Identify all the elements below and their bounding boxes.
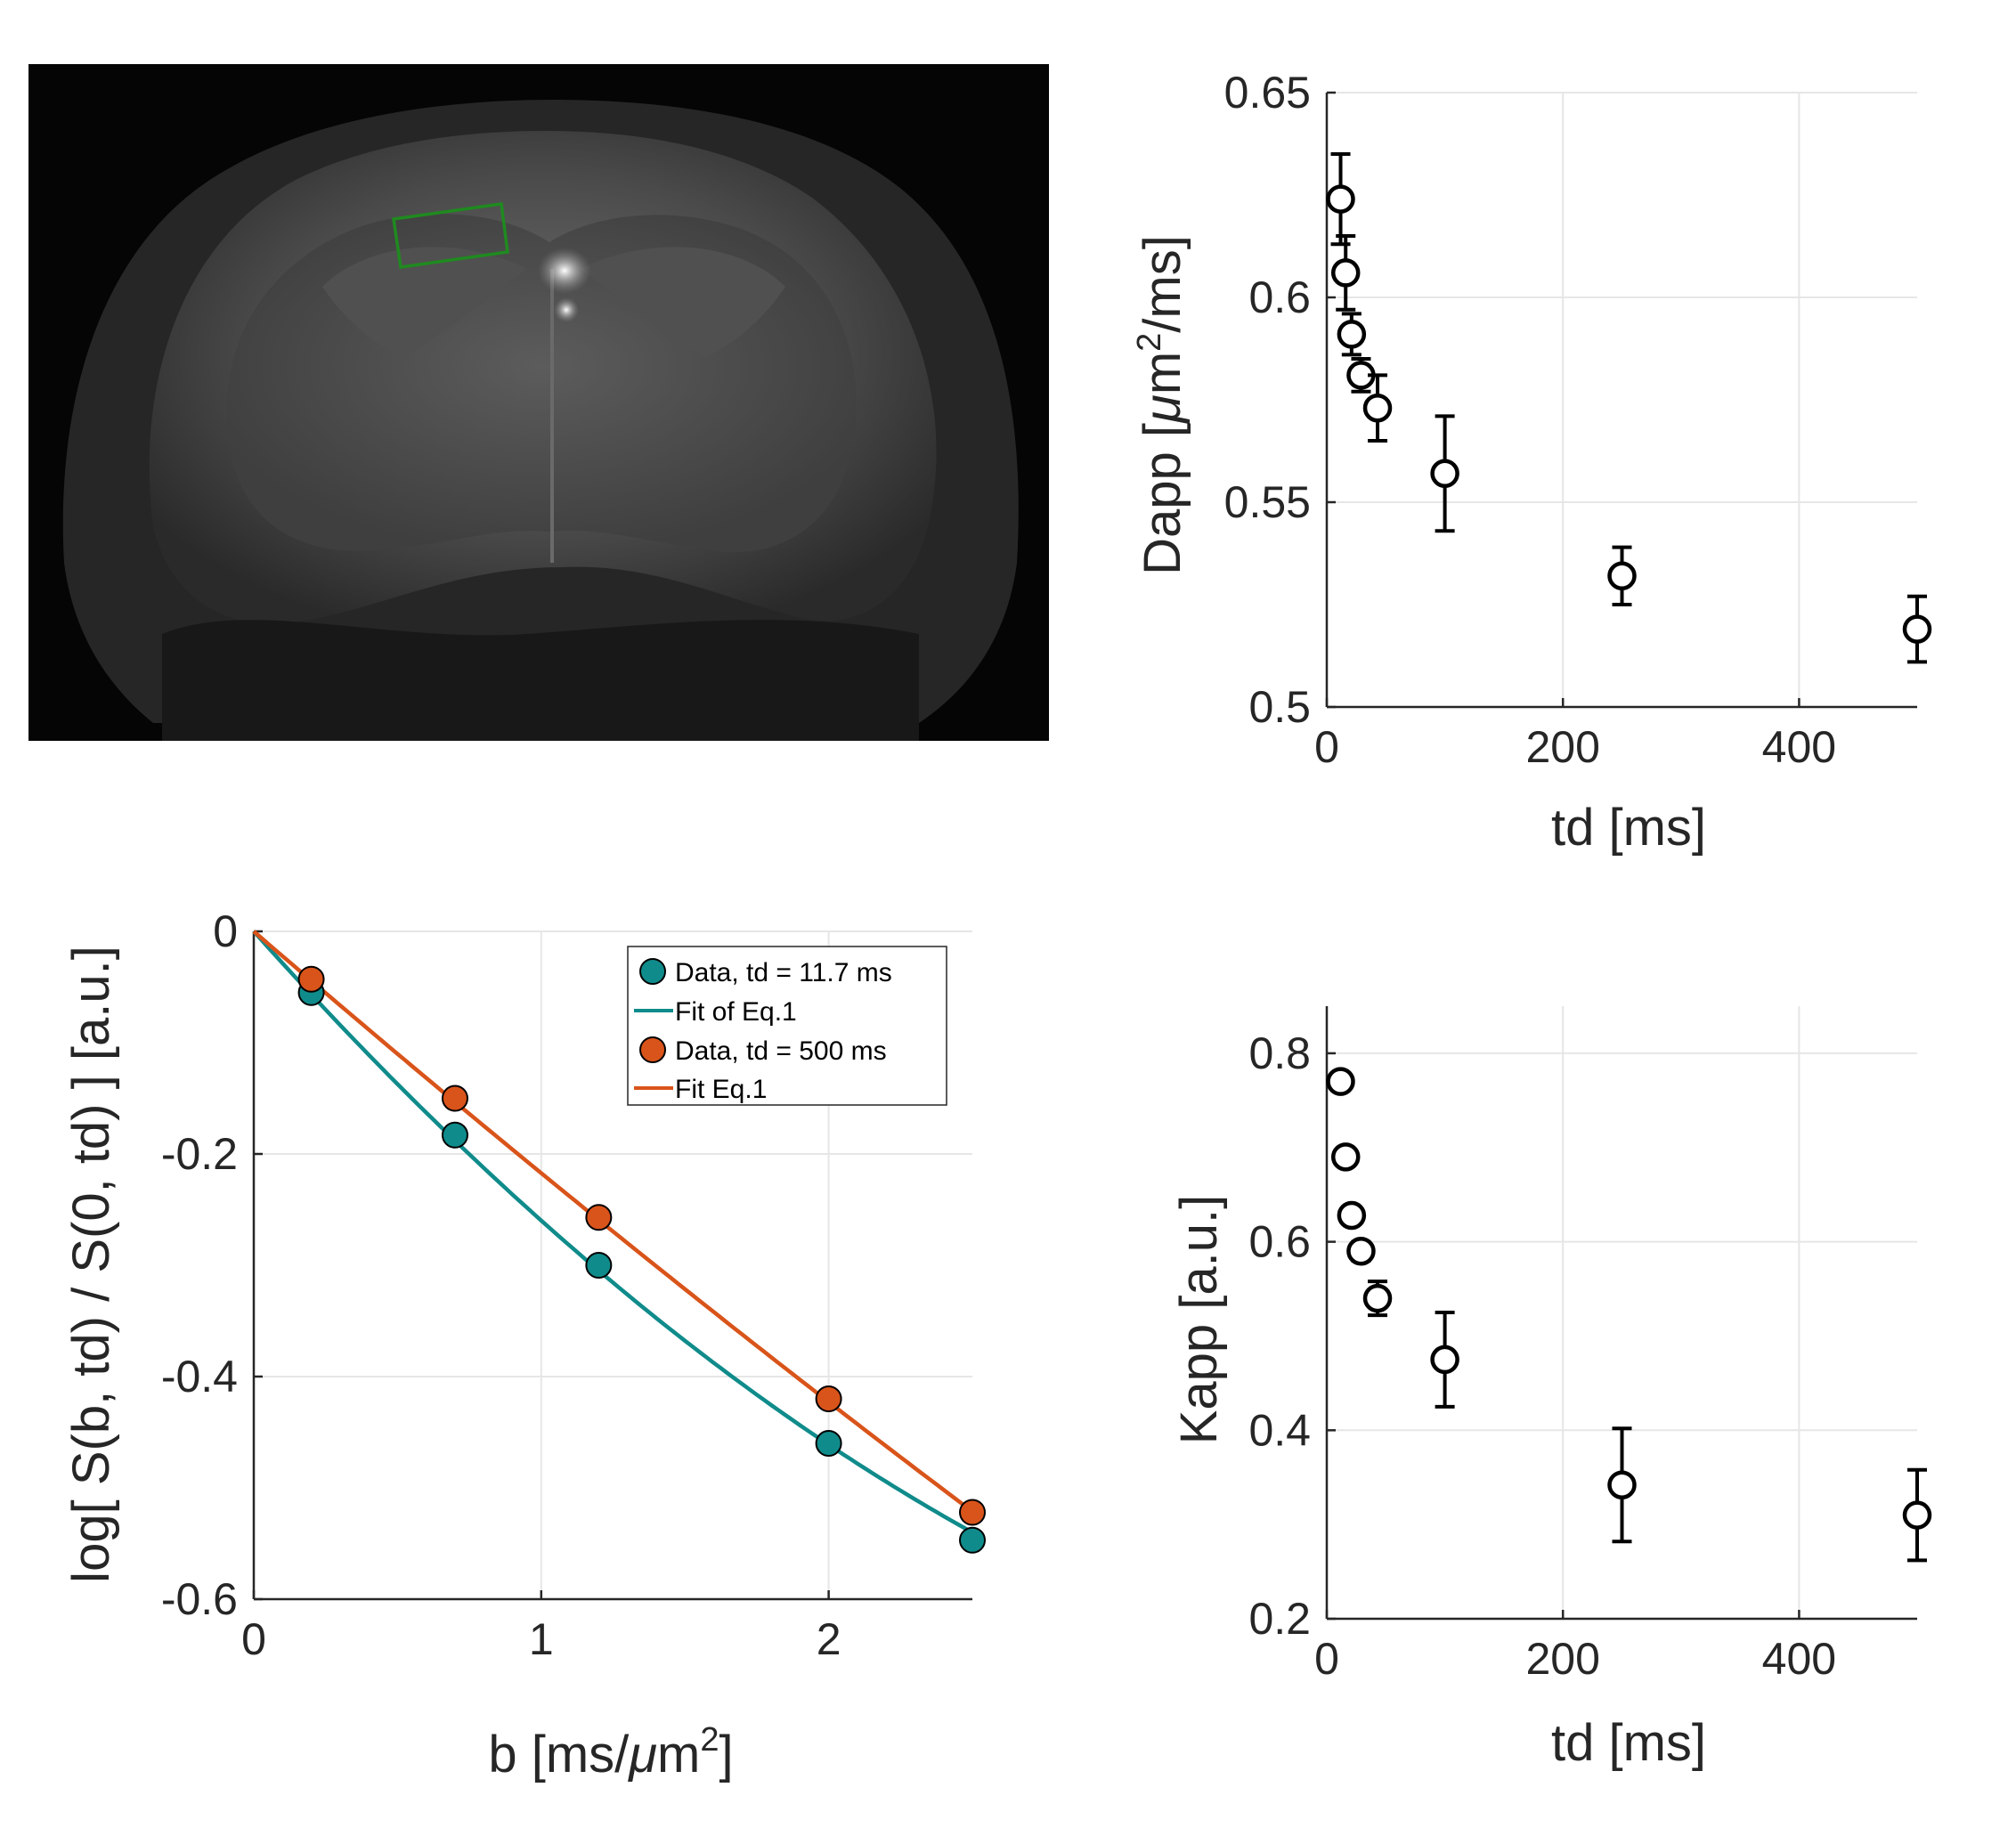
bdecay-xtick-label-0: 0 — [241, 1614, 266, 1664]
kapp-ytick-label-3: 0.8 — [1248, 1028, 1311, 1078]
dapp-marks — [1326, 152, 1932, 664]
dapp-point-0 — [1326, 184, 1355, 214]
kapp-point-7 — [1902, 1500, 1932, 1530]
legend-label-fit-eq1-teal: Fit of Eq.1 — [675, 997, 797, 1027]
dapp-ytick-label-2: 0.6 — [1248, 272, 1311, 322]
legend-label-data-500: Data, td = 500 ms — [675, 1036, 887, 1066]
bdecay-ytick-label-1: -0.2 — [161, 1129, 238, 1179]
dapp-grid — [1327, 92, 1917, 707]
dapp-y-axis-title: Dapp [μm2/ms] — [1131, 235, 1191, 575]
data-point-s2-4 — [959, 1499, 986, 1526]
signal-decay-legend: Data, td = 11.7 ms Fit of Eq.1 Data, td … — [627, 946, 947, 1106]
kapp-x-axis-title: td [ms] — [1551, 1714, 1706, 1772]
dapp-ytick-label-3: 0.65 — [1224, 68, 1311, 118]
roi-rectangle — [392, 202, 509, 269]
kapp-point-6 — [1607, 1470, 1637, 1499]
signal-decay-y-axis-title: log[ S(b, td) / S(0, td) ] [a.u.] — [62, 946, 120, 1583]
ventricle-bright-spot-lower — [554, 297, 579, 322]
legend-label-fit-eq1-orange: Fit Eq.1 — [675, 1075, 767, 1104]
fit-line-1 — [252, 930, 974, 1534]
data-point-s0-3 — [815, 1430, 842, 1457]
legend-marker-teal — [639, 958, 666, 985]
kapp-grid — [1327, 1006, 1917, 1619]
data-point-s2-0 — [297, 965, 325, 993]
kapp-point-3 — [1346, 1236, 1376, 1266]
dapp-xtick-label-0: 0 — [1314, 722, 1339, 772]
kapp-point-2 — [1337, 1200, 1367, 1231]
data-point-s0-1 — [441, 1121, 468, 1149]
signal-decay-fit-lines — [252, 930, 974, 1534]
kapp-tick-labels: 0 200 400 0.2 0.4 0.6 0.8 — [1248, 1028, 1836, 1684]
dapp-point-6 — [1607, 561, 1637, 591]
dapp-point-3 — [1346, 361, 1376, 390]
dapp-point-7 — [1902, 614, 1932, 644]
bdecay-xtick-label-2: 2 — [817, 1614, 841, 1664]
kapp-xtick-label-0: 0 — [1314, 1634, 1339, 1684]
bdecay-xtick-label-1: 1 — [529, 1614, 554, 1664]
data-point-s0-4 — [959, 1526, 986, 1554]
kapp-point-0 — [1326, 1067, 1355, 1096]
data-point-s2-3 — [815, 1385, 842, 1412]
bdecay-ytick-label-0: 0 — [213, 906, 238, 956]
data-point-s2-2 — [585, 1204, 613, 1231]
dapp-point-5 — [1430, 459, 1459, 489]
signal-decay-tick-labels: 0 1 2 0 -0.2 -0.4 -0.6 — [161, 906, 841, 1664]
dapp-point-1 — [1330, 258, 1361, 288]
skull-base — [162, 620, 919, 741]
kapp-xtick-label-2: 400 — [1762, 1634, 1836, 1684]
data-point-s0-0 — [297, 979, 325, 1006]
dapp-x-axis-title: td [ms] — [1551, 799, 1706, 857]
legend-label-data-11-7: Data, td = 11.7 ms — [675, 958, 892, 987]
signal-decay-markers — [297, 965, 986, 1554]
dapp-point-2 — [1337, 320, 1367, 349]
kapp-point-5 — [1430, 1345, 1459, 1375]
mri-brain-svg — [28, 64, 1049, 741]
legend-box — [627, 946, 947, 1106]
dapp-xtick-label-1: 200 — [1525, 722, 1599, 772]
signal-decay-axes — [252, 930, 972, 1601]
signal-decay-grid — [254, 930, 972, 1599]
kapp-y-axis-title: Kapp [a.u.] — [1170, 1195, 1228, 1445]
kapp-ytick-label-0: 0.2 — [1248, 1594, 1311, 1644]
legend-marker-orange — [639, 1036, 666, 1063]
dapp-point-4 — [1362, 393, 1393, 423]
signal-decay-x-axis-title: b [ms/μm2] — [488, 1721, 733, 1783]
kapp-ytick-label-2: 0.6 — [1248, 1217, 1311, 1267]
dapp-ytick-label-0: 0.5 — [1248, 682, 1311, 732]
bdecay-ytick-label-3: -0.6 — [161, 1574, 238, 1624]
dapp-xtick-label-2: 400 — [1762, 722, 1836, 772]
kapp-ytick-label-1: 0.4 — [1248, 1405, 1311, 1455]
bdecay-ytick-label-2: -0.4 — [161, 1352, 238, 1401]
kapp-marks — [1326, 1067, 1932, 1563]
dapp-axes — [1325, 91, 1917, 709]
kapp-point-1 — [1330, 1142, 1361, 1172]
dapp-ytick-label-1: 0.55 — [1224, 477, 1311, 527]
data-point-s2-1 — [441, 1085, 468, 1112]
mri-brain-image — [28, 64, 1049, 741]
thalamus-left — [322, 247, 527, 358]
dapp-tick-labels: 0 200 400 0.5 0.55 0.6 0.65 — [1224, 68, 1836, 772]
kapp-xtick-label-1: 200 — [1525, 1634, 1599, 1684]
kapp-axes — [1325, 1006, 1917, 1621]
fit-line-3 — [252, 930, 974, 1514]
data-point-s0-2 — [585, 1252, 613, 1279]
ventricle-bright-spot — [538, 248, 591, 294]
thalamus-right — [581, 247, 785, 358]
kapp-point-4 — [1362, 1283, 1393, 1313]
